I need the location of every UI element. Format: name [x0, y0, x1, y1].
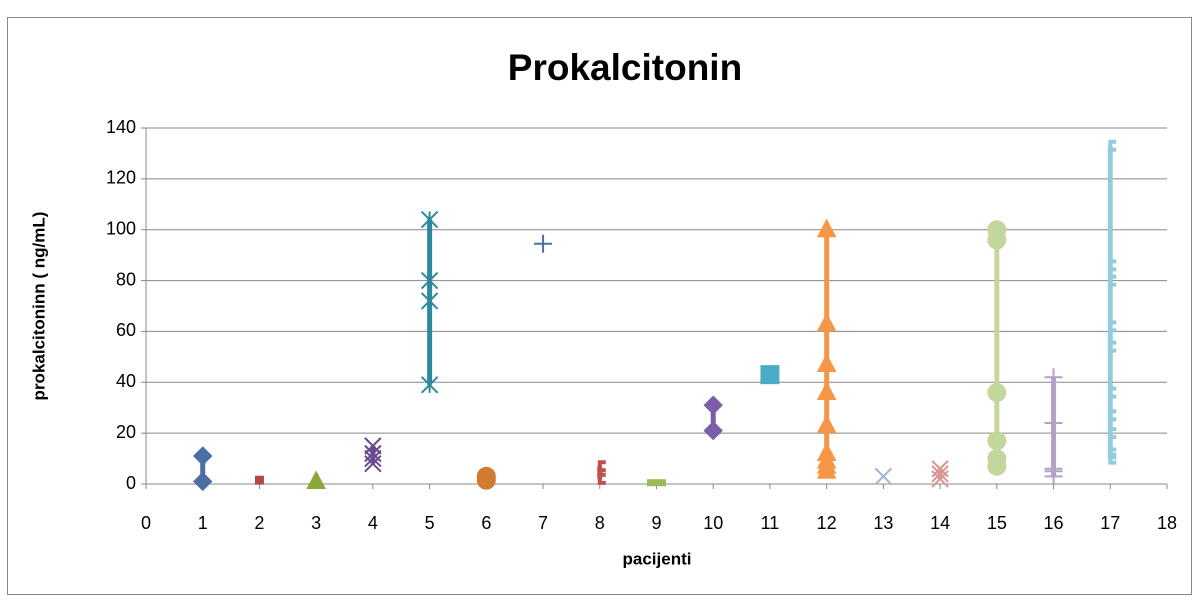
x-tick-label: 9 — [651, 513, 661, 533]
marker — [364, 449, 382, 468]
x-tick-label: 13 — [873, 513, 893, 533]
x-tick-label: 16 — [1044, 513, 1064, 533]
x-tick-label: 3 — [311, 513, 321, 533]
x-tick-label: 15 — [987, 513, 1007, 533]
marker — [1108, 320, 1117, 333]
x-tick-label: 2 — [254, 513, 264, 533]
marker — [1044, 467, 1063, 486]
x-tick-label: 7 — [538, 513, 548, 533]
marker — [364, 437, 382, 455]
marker — [1108, 340, 1117, 353]
y-tick-label: 0 — [126, 473, 136, 493]
marker — [703, 420, 723, 441]
y-tick-label: 120 — [106, 168, 136, 188]
marker — [1108, 386, 1117, 399]
marker — [874, 467, 893, 486]
marker — [816, 218, 837, 238]
marker — [987, 382, 1007, 402]
marker — [420, 210, 439, 229]
marker — [597, 460, 606, 473]
marker — [1044, 413, 1063, 432]
marker — [476, 470, 496, 490]
marker — [1108, 452, 1117, 465]
marker — [420, 271, 439, 290]
x-tick-label: 4 — [368, 513, 378, 533]
marker — [816, 460, 837, 479]
x-tick-label: 12 — [817, 513, 837, 533]
marker — [534, 234, 553, 253]
marker — [254, 475, 264, 485]
x-tick-label: 17 — [1100, 513, 1120, 533]
x-tick-label: 8 — [595, 513, 605, 533]
marker — [1108, 409, 1117, 422]
x-tick-label: 1 — [198, 513, 208, 533]
marker — [1108, 427, 1117, 440]
marker — [703, 395, 723, 415]
marker — [193, 446, 213, 466]
x-axis-label: pacijenti — [623, 549, 692, 568]
marker — [816, 353, 837, 372]
x-tick-label: 11 — [761, 513, 780, 533]
y-tick-label: 80 — [116, 269, 136, 289]
x-tick-label: 10 — [703, 513, 723, 533]
y-tick-label: 100 — [106, 218, 136, 238]
marker — [193, 471, 213, 492]
marker — [760, 365, 780, 385]
x-tick-label: 14 — [930, 513, 950, 533]
y-tick-label: 20 — [116, 422, 136, 442]
y-tick-label: 60 — [116, 320, 136, 340]
chart-title: Prokalcitonin — [508, 47, 742, 88]
marker — [1044, 368, 1063, 387]
marker — [987, 456, 1007, 476]
x-tick-label: 0 — [141, 513, 151, 533]
chart-border — [7, 17, 1192, 595]
marker — [1108, 274, 1117, 287]
marker — [987, 431, 1007, 451]
marker — [1108, 259, 1117, 272]
marker — [816, 312, 837, 332]
marker — [597, 472, 606, 485]
x-tick-label: 18 — [1157, 513, 1177, 533]
marker — [816, 414, 837, 434]
marker — [816, 381, 837, 400]
marker — [647, 479, 666, 487]
y-axis-label: prokalcitoninn ( ng/mL) — [29, 212, 48, 401]
y-tick-label: 140 — [106, 117, 136, 137]
marker — [931, 465, 949, 483]
x-tick-label: 5 — [425, 513, 435, 533]
marker — [931, 470, 949, 488]
marker — [364, 454, 382, 473]
x-tick-label: 6 — [481, 513, 491, 533]
y-tick-label: 40 — [116, 371, 136, 391]
marker — [420, 292, 439, 310]
marker — [306, 470, 326, 489]
marker — [420, 376, 439, 394]
marker — [1108, 139, 1117, 152]
marker — [987, 230, 1007, 250]
